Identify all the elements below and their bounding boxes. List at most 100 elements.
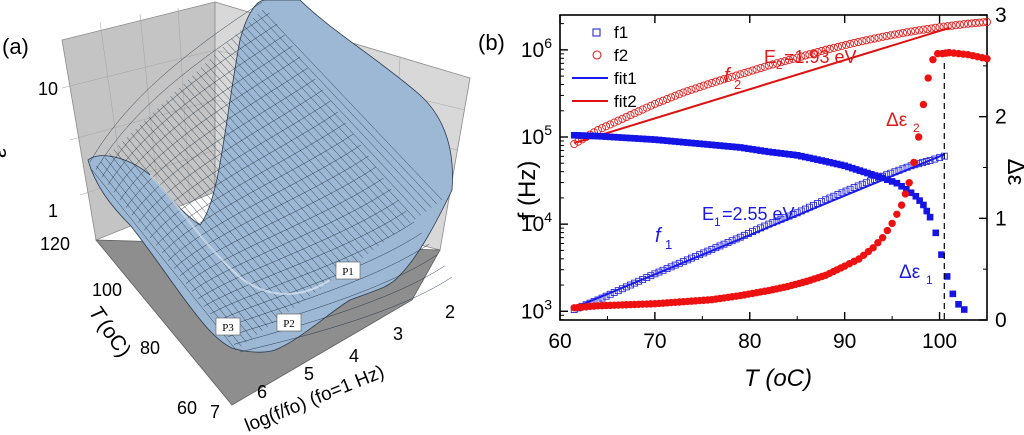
mesh-line: [104, 157, 253, 339]
y-tick-60: 60: [177, 398, 197, 418]
point-f2: [618, 114, 627, 123]
point-f1-filled: [643, 135, 651, 143]
point-f2: [691, 84, 700, 93]
svg-text:Δε: Δε: [899, 262, 921, 283]
point--filled: [874, 239, 882, 247]
svg-text:E: E: [702, 204, 714, 224]
point-f2: [634, 107, 643, 116]
point-f2: [890, 30, 899, 39]
point-f1-filled: [692, 140, 699, 147]
point-f1-filled: [769, 149, 777, 156]
point-f2: [772, 59, 781, 68]
point--filled: [924, 74, 932, 82]
point-f2: [695, 83, 704, 92]
point-f1-filled: [659, 137, 667, 144]
point-f1: [850, 184, 858, 191]
peak-label-p2: P2: [276, 313, 302, 332]
point-f2: [740, 68, 749, 78]
y-left-tick-label: 106: [521, 35, 552, 62]
mesh-line: [174, 91, 337, 278]
y-tick-120: 120: [40, 234, 70, 254]
point-f2: [911, 26, 920, 35]
point-f1-filled: [745, 145, 752, 153]
point-f2: [744, 67, 753, 76]
point-f1-filled: [923, 207, 931, 215]
point-f2: [622, 112, 631, 122]
point-f2: [907, 27, 916, 36]
point-f1-filled: [696, 140, 703, 148]
point-f2: [719, 75, 729, 84]
point-f2: [967, 19, 976, 28]
point--filled: [883, 226, 892, 235]
point-f1-filled: [688, 139, 695, 147]
point-f2: [654, 98, 664, 107]
x-axis-label-b: T (oC): [744, 365, 812, 392]
mesh-line: [131, 78, 316, 216]
point-f1: [858, 180, 866, 188]
point-f2: [846, 39, 855, 48]
x-tick-label: 70: [643, 330, 666, 353]
mesh-line: [233, 265, 445, 345]
point-f1-filled: [826, 158, 833, 166]
point-f2: [963, 19, 973, 28]
surface-mesh: [89, 1, 453, 353]
point-f2: [870, 34, 879, 43]
point-f1-filled: [712, 141, 720, 149]
point-f1-filled: [814, 156, 821, 163]
point--filled: [929, 56, 937, 64]
mesh-line: [209, 221, 415, 315]
point-f2: [667, 93, 676, 102]
point-f1-filled: [700, 140, 707, 148]
point-f1-filled: [932, 229, 940, 237]
point-f1-filled: [903, 185, 910, 193]
point-f2: [687, 85, 696, 94]
point-f2: [642, 103, 651, 112]
point-f1-filled: [614, 134, 622, 141]
point-f1-filled: [663, 137, 671, 145]
mesh-line: [240, 30, 416, 220]
series-fit2-line: [573, 27, 950, 145]
point-f1-filled: [955, 301, 962, 308]
point-f1-filled: [943, 273, 951, 280]
point-f1-filled: [720, 142, 728, 150]
x-tick-5: 5: [304, 364, 314, 384]
svg-text:1: 1: [926, 273, 933, 287]
point-f1-filled: [802, 153, 809, 161]
point--filled: [914, 133, 923, 141]
mesh-line: [253, 18, 432, 208]
point-f1-filled: [708, 141, 716, 149]
svg-text:f: f: [724, 65, 732, 87]
y-right-tick-label: 3: [995, 4, 1007, 27]
point-f1-filled: [684, 139, 691, 146]
y-right-tick-label: 2: [995, 106, 1007, 129]
series-b: [570, 17, 992, 313]
point-f1-filled: [631, 135, 638, 142]
point-f2: [776, 58, 786, 67]
point-f2: [679, 88, 688, 97]
point-f2: [736, 70, 745, 79]
legend-f1: f1: [592, 23, 628, 42]
point-f1-filled: [837, 161, 845, 169]
mesh-line: [91, 169, 237, 351]
point-f2: [971, 18, 980, 28]
svg-text:Δε: Δε: [886, 110, 908, 131]
y-tick-100: 100: [92, 280, 122, 300]
point-f2: [602, 122, 611, 131]
point-f2: [858, 37, 867, 46]
point-f1-filled: [793, 152, 801, 159]
point-f2: [874, 33, 883, 42]
svg-text:=2.55 eV: =2.55 eV: [722, 204, 795, 224]
mesh-line: [261, 9, 443, 201]
point-f2: [850, 38, 859, 47]
point-f2: [947, 21, 956, 30]
point--filled: [905, 179, 913, 187]
point-f2: [854, 37, 863, 47]
svg-text:2: 2: [776, 58, 783, 72]
annotation-delta-eps-1: Δε 1: [899, 262, 933, 287]
point-f2: [797, 52, 806, 61]
y-left-tick-label: 105: [521, 122, 552, 149]
point-f1-filled: [590, 132, 598, 140]
point-f2: [728, 72, 737, 81]
point-f1-filled: [867, 170, 875, 178]
mesh-line: [155, 122, 346, 246]
